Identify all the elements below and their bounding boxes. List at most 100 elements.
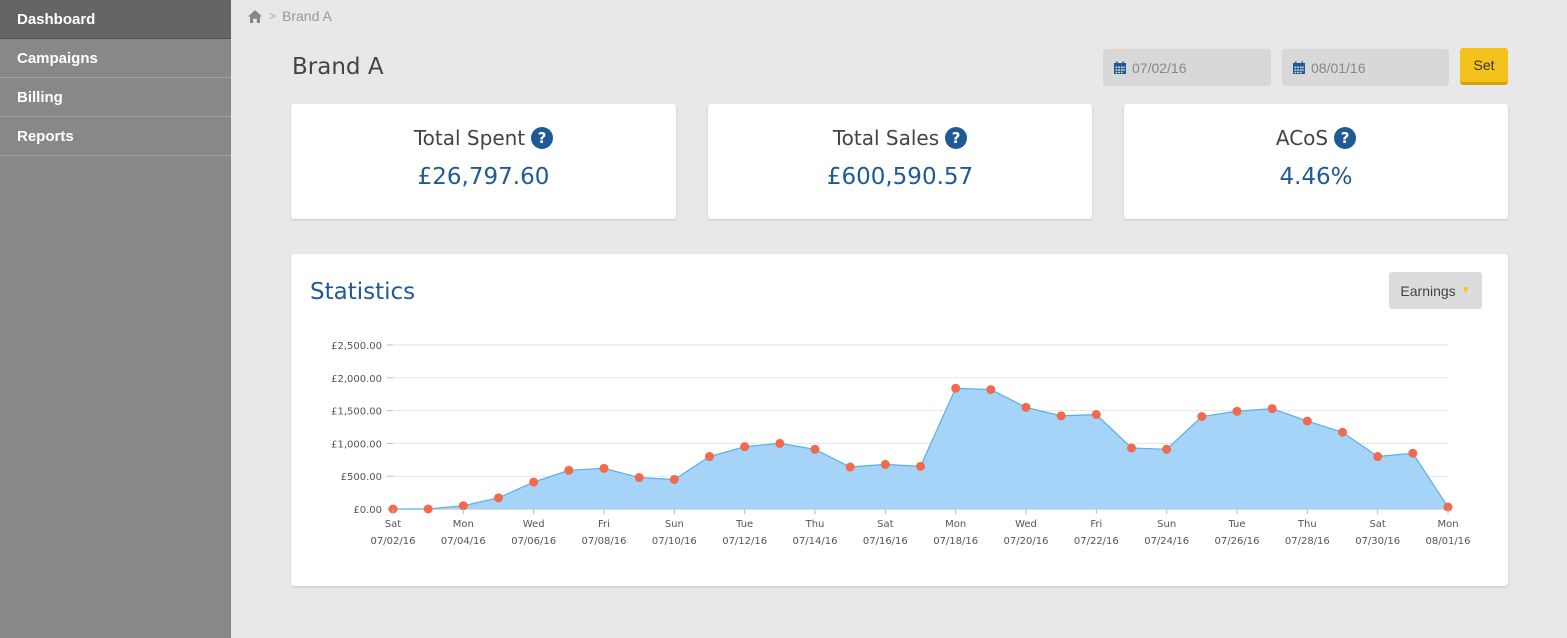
earnings-chart: £0.00 £500.00 £1,000.00 £1,500.00 £2,000.00 £…	[331, 341, 1471, 547]
x-tick-date: 07/12/16	[722, 536, 767, 547]
card-value: 4.46%	[1279, 164, 1353, 190]
page-title: Brand A	[292, 54, 384, 80]
x-tick-date: 07/24/16	[1144, 536, 1189, 547]
x-tick-day: Mon	[1437, 519, 1458, 530]
breadcrumb: > Brand A	[247, 8, 332, 24]
x-tick-day: Thu	[1297, 519, 1317, 530]
earnings-area	[393, 388, 1448, 509]
data-point	[986, 385, 996, 395]
data-point	[916, 461, 925, 471]
caret-down-icon: ▼	[1460, 285, 1471, 296]
y-tick-label: £2,500.00	[331, 341, 382, 352]
card-value: £26,797.60	[417, 164, 550, 190]
help-icon[interactable]: ?	[531, 127, 554, 149]
sidebar-item-campaigns[interactable]: Campaigns	[0, 39, 231, 78]
y-tick-label: £1,500.00	[331, 407, 382, 418]
help-icon[interactable]: ?	[1334, 127, 1357, 149]
card-label: ACoS	[1275, 126, 1329, 150]
y-tick-label: £1,000.00	[331, 439, 382, 450]
x-tick-date: 07/16/16	[863, 536, 908, 547]
data-point	[880, 459, 890, 469]
x-tick-day: Mon	[945, 519, 966, 530]
sidebar-item-billing[interactable]: Billing	[0, 78, 231, 117]
x-tick-day: Tue	[735, 519, 753, 530]
start-date-input[interactable]: 07/02/16	[1103, 49, 1271, 86]
breadcrumb-separator: >	[269, 9, 277, 23]
end-date-value: 08/01/16	[1311, 59, 1366, 76]
data-point	[1338, 427, 1347, 437]
data-point	[669, 474, 679, 484]
data-point	[1267, 404, 1277, 414]
y-tick-label: £0.00	[353, 505, 382, 516]
metric-dropdown-label: Earnings	[1400, 282, 1456, 299]
statistics-panel: Statistics Earnings ▼ £0.00 £500.00 £1,000…	[291, 254, 1508, 586]
card-label: Total Spent	[413, 126, 526, 150]
x-tick-date: 07/18/16	[933, 536, 978, 547]
x-tick-day: Mon	[453, 519, 474, 530]
data-point	[1162, 444, 1172, 454]
data-point	[423, 504, 433, 514]
y-tick-label: £2,000.00	[331, 374, 382, 385]
x-tick-day: Wed	[1015, 519, 1037, 530]
card-value: £600,590.57	[826, 164, 974, 190]
x-tick-day: Sat	[1369, 519, 1385, 530]
x-tick-date: 07/22/16	[1074, 536, 1119, 547]
data-point	[1232, 406, 1242, 416]
sidebar: Dashboard Campaigns Billing Reports	[0, 0, 231, 638]
data-point	[1302, 416, 1312, 426]
y-tick-label: £500.00	[341, 472, 382, 483]
data-point	[951, 383, 961, 393]
calendar-icon	[1114, 61, 1126, 74]
data-point	[1021, 402, 1031, 412]
x-tick-date: 07/04/16	[441, 536, 486, 547]
x-tick-date: 07/10/16	[652, 536, 697, 547]
x-tick-date: 07/20/16	[1004, 536, 1049, 547]
x-tick-day: Thu	[805, 519, 825, 530]
x-tick-date: 07/30/16	[1355, 536, 1400, 547]
x-tick-day: Sun	[1157, 519, 1176, 530]
x-tick-date: 08/01/16	[1426, 536, 1471, 547]
start-date-value: 07/02/16	[1132, 59, 1187, 76]
total-sales-card: Total Sales ? £600,590.57	[708, 104, 1092, 219]
card-label: Total Sales	[832, 126, 940, 150]
data-point	[564, 465, 574, 475]
data-point	[599, 463, 609, 473]
sidebar-item-reports[interactable]: Reports	[0, 117, 231, 156]
end-date-input[interactable]: 08/01/16	[1282, 49, 1449, 86]
data-point	[1197, 412, 1207, 422]
data-point	[1091, 410, 1101, 420]
x-tick-day: Tue	[1227, 519, 1245, 530]
x-tick-date: 07/28/16	[1285, 536, 1330, 547]
x-tick-day: Sat	[385, 519, 401, 530]
data-point	[845, 462, 855, 472]
sidebar-item-dashboard[interactable]: Dashboard	[0, 0, 231, 39]
set-button[interactable]: Set	[1460, 48, 1508, 85]
data-point	[1408, 448, 1418, 458]
x-tick-date: 07/14/16	[793, 536, 838, 547]
x-tick-day: Sun	[665, 519, 684, 530]
data-point	[705, 452, 714, 462]
data-point	[494, 493, 503, 503]
home-icon[interactable]	[247, 9, 263, 24]
x-tick-day: Sat	[877, 519, 893, 530]
x-tick-day: Fri	[1090, 519, 1102, 530]
data-point	[740, 442, 750, 452]
calendar-icon	[1293, 61, 1305, 74]
data-point	[775, 438, 785, 448]
data-point	[634, 473, 644, 483]
data-point	[529, 477, 539, 487]
metric-dropdown[interactable]: Earnings ▼	[1389, 272, 1482, 309]
data-point	[1373, 452, 1383, 462]
data-point	[1127, 443, 1136, 453]
x-tick-day: Wed	[523, 519, 545, 530]
data-point	[810, 444, 820, 454]
x-tick-date: 07/26/16	[1215, 536, 1260, 547]
x-tick-date: 07/02/16	[371, 536, 416, 547]
x-tick-date: 07/08/16	[582, 536, 627, 547]
data-point	[1056, 411, 1066, 421]
acos-card: ACoS ? 4.46%	[1124, 104, 1508, 219]
data-point	[458, 501, 468, 511]
help-icon[interactable]: ?	[945, 127, 968, 149]
breadcrumb-current: Brand A	[282, 8, 332, 24]
x-tick-date: 07/06/16	[511, 536, 556, 547]
